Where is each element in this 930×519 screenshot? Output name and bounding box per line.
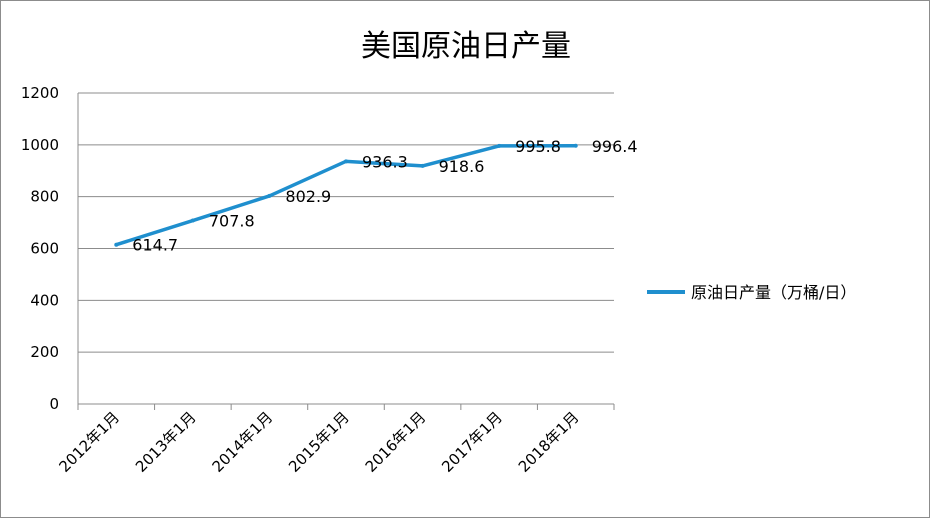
x-tick-label: 2012年1月 [55, 408, 123, 476]
series-layer [114, 143, 578, 247]
data-label: 802.9 [285, 187, 331, 206]
x-axis-tick-labels: 2012年1月 2013年1月 2014年1月 2015年1月 2016年1月 2017年… [55, 408, 582, 476]
y-tick-label: 1200 [21, 84, 59, 102]
data-label: 614.7 [132, 236, 178, 255]
data-point [190, 218, 195, 223]
axes [77, 93, 615, 410]
x-tick-label: 2013年1月 [132, 408, 200, 476]
legend: 原油日产量（万桶/日） [647, 283, 856, 302]
data-point [267, 193, 272, 198]
data-label: 995.8 [515, 137, 561, 156]
data-label: 996.4 [592, 137, 638, 156]
gridlines [78, 92, 614, 353]
data-point [573, 143, 578, 148]
y-tick-label: 0 [49, 395, 59, 413]
data-point [114, 242, 119, 247]
x-tick-label: 2018年1月 [515, 408, 583, 476]
data-label: 936.3 [362, 152, 408, 171]
data-point [497, 143, 502, 148]
y-tick-label: 400 [30, 291, 59, 309]
y-tick-label: 600 [30, 240, 59, 258]
legend-label: 原油日产量（万桶/日） [691, 283, 856, 302]
y-tick-label: 200 [30, 343, 59, 361]
chart-title: 美国原油日产量 [361, 29, 571, 64]
x-tick-label: 2014年1月 [209, 408, 277, 476]
data-labels: 614.7 707.8 802.9 936.3 918.6 995.8 996.4 [132, 137, 637, 255]
y-axis-tick-labels: 0 200 400 600 800 1000 1200 [21, 84, 59, 413]
y-tick-label: 800 [30, 188, 59, 206]
data-label: 918.6 [439, 157, 485, 176]
x-tick-label: 2016年1月 [362, 408, 430, 476]
y-tick-label: 1000 [21, 136, 59, 154]
data-label: 707.8 [209, 212, 255, 231]
data-point [420, 163, 425, 168]
data-point [344, 159, 348, 164]
x-tick-label: 2015年1月 [285, 408, 353, 476]
x-tick-label: 2017年1月 [438, 408, 506, 476]
